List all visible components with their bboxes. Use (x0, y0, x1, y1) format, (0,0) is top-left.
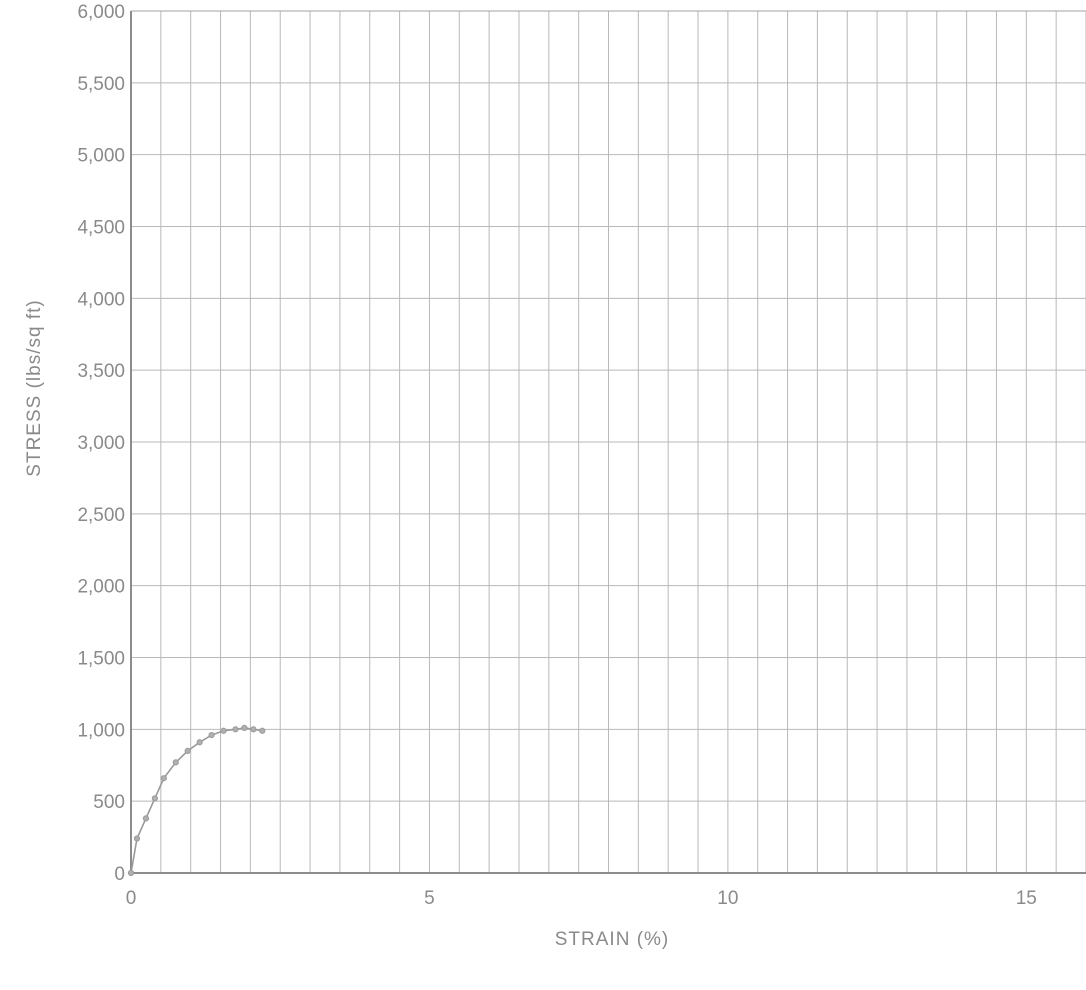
x-tick-label: 10 (717, 888, 738, 909)
data-point (133, 835, 141, 842)
y-tick-label: 500 (93, 792, 125, 813)
data-point (250, 726, 257, 733)
y-tick-label: 6,000 (77, 2, 125, 23)
data-point (151, 795, 158, 802)
data-point (208, 731, 215, 739)
x-tick-label: 5 (424, 888, 435, 909)
data-point (241, 724, 248, 731)
y-tick-label: 3,500 (77, 361, 125, 382)
y-axis-title: STRESS (lbs/sq ft) (24, 299, 45, 476)
y-tick-label: 1,000 (77, 720, 125, 741)
data-point (127, 869, 135, 877)
data-point (184, 747, 191, 754)
x-tick-label: 15 (1016, 888, 1037, 909)
data-point (142, 815, 150, 822)
data-point (259, 727, 266, 734)
y-tick-labels: 0 500 1,000 1,500 2,000 2,500 3,000 3,500 4,000 4… (77, 2, 125, 885)
y-tick-label: 4,000 (77, 289, 125, 310)
x-tick-label: 0 (126, 888, 137, 909)
data-point (160, 775, 167, 782)
y-tick-label: 3,000 (77, 433, 125, 454)
y-tick-label: 2,000 (77, 577, 125, 598)
data-point (232, 726, 239, 733)
y-tick-label: 5,500 (77, 74, 125, 95)
y-tick-label: 5,000 (77, 146, 125, 167)
y-tick-label: 4,500 (77, 218, 125, 239)
data-point (220, 727, 227, 734)
data-point (172, 759, 179, 766)
series-layer (127, 724, 266, 877)
x-axis-title: STRAIN (%) (555, 929, 670, 950)
x-tick-labels: 0 5 10 15 (126, 888, 1037, 909)
y-tick-label: 0 (114, 864, 125, 885)
y-tick-label: 1,500 (77, 649, 125, 670)
axes (130, 10, 1086, 874)
series-line (130, 727, 263, 874)
grid (131, 10, 1086, 873)
data-point (196, 739, 203, 746)
y-tick-label: 2,500 (77, 505, 125, 526)
